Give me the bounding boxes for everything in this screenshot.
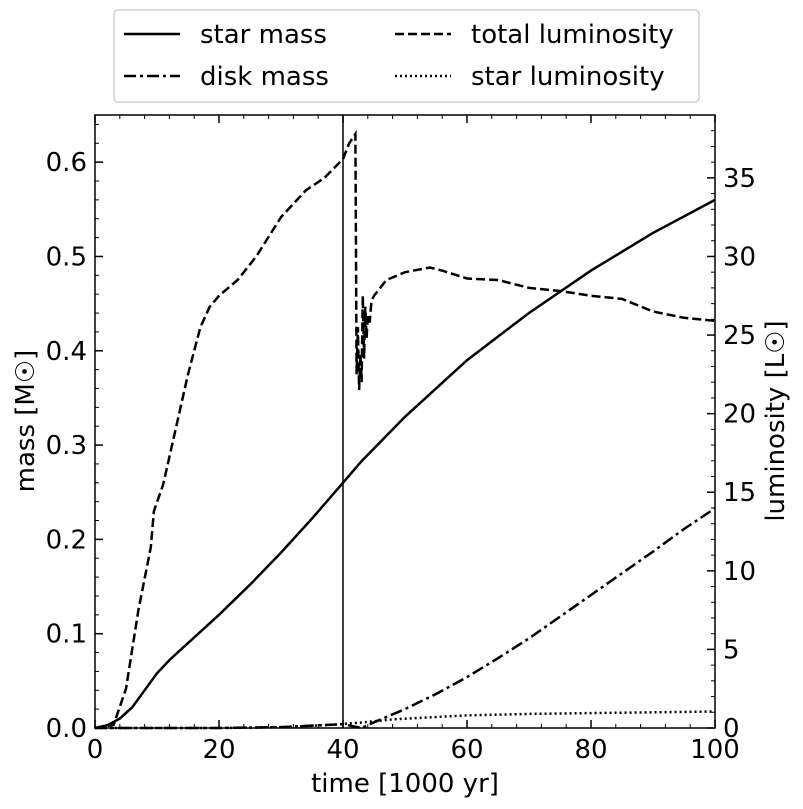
plot-frame xyxy=(94,114,716,729)
series-disk-mass xyxy=(95,507,716,730)
x-tick-label: 100 xyxy=(690,735,740,765)
x-tick-label: 60 xyxy=(450,735,483,765)
x-tick-label: 40 xyxy=(326,735,359,765)
y-left-tick-label: 0.4 xyxy=(46,337,87,367)
y-left-tick-label: 0.1 xyxy=(46,620,87,650)
y-left-tick-label: 0.6 xyxy=(46,148,87,178)
y-right-tick-label: 15 xyxy=(723,478,756,508)
x-axis-title: time [1000 yr] xyxy=(311,769,499,799)
y-right-tick-label: 35 xyxy=(723,164,756,194)
y-right-tick-label: 0 xyxy=(723,714,740,744)
y-right-tick-label: 5 xyxy=(723,635,740,665)
y-left-tick-label: 0.2 xyxy=(46,525,87,555)
y-left-tick-label: 0.3 xyxy=(46,431,87,461)
x-tick-label: 20 xyxy=(202,735,235,765)
y-right-tick-label: 25 xyxy=(723,321,756,351)
legend: star mass disk mass total luminosity sta… xyxy=(113,9,700,103)
x-tick-label: 80 xyxy=(574,735,607,765)
y-left-tick-label: 0.0 xyxy=(46,714,87,744)
series-star-mass xyxy=(94,198,716,730)
y-right-tick-label: 20 xyxy=(723,400,756,430)
legend-label-star-luminosity: star luminosity xyxy=(471,62,665,92)
tick-labels: 0 20 40 60 80 100 0.0 0.1 0.2 0.3 0.4 0.5 0.6 0 5 10 15 2… xyxy=(46,148,756,765)
y-left-axis-title: mass [M☉] xyxy=(11,350,41,493)
y-right-axis-title: luminosity [L☉] xyxy=(761,320,791,521)
legend-label-star-mass: star mass xyxy=(200,20,327,50)
legend-label-disk-mass: disk mass xyxy=(200,62,329,92)
x-tick-label: 0 xyxy=(87,735,104,765)
ticks xyxy=(94,114,716,729)
series-star-luminosity xyxy=(95,710,716,730)
y-right-tick-label: 10 xyxy=(723,557,756,587)
y-left-tick-label: 0.5 xyxy=(46,242,87,272)
series-total-luminosity xyxy=(94,129,716,730)
legend-box xyxy=(113,9,700,103)
legend-label-total-luminosity: total luminosity xyxy=(471,20,674,50)
y-right-tick-label: 30 xyxy=(723,242,756,272)
